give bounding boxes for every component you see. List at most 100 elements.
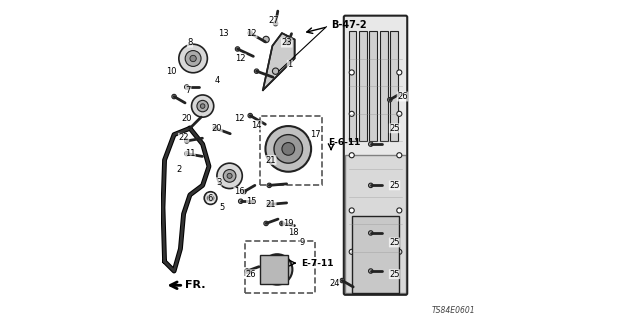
Circle shape: [239, 199, 243, 204]
Circle shape: [369, 231, 373, 235]
Text: 21: 21: [266, 200, 276, 209]
Text: E-7-11: E-7-11: [301, 259, 333, 268]
Text: FR.: FR.: [185, 280, 205, 290]
Text: 15: 15: [246, 197, 257, 206]
Circle shape: [397, 70, 402, 75]
Text: 26: 26: [245, 270, 255, 279]
Circle shape: [207, 195, 214, 201]
Circle shape: [262, 254, 292, 285]
Text: 25: 25: [389, 238, 400, 247]
Bar: [380, 31, 388, 141]
Circle shape: [248, 113, 252, 118]
Text: 12: 12: [246, 28, 257, 38]
Circle shape: [197, 100, 209, 112]
Circle shape: [223, 170, 236, 182]
Circle shape: [179, 44, 207, 73]
Text: 12: 12: [234, 114, 244, 123]
Text: 10: 10: [166, 67, 176, 76]
Circle shape: [397, 208, 402, 213]
Text: 25: 25: [389, 124, 400, 133]
Circle shape: [268, 260, 286, 278]
Text: 17: 17: [310, 130, 321, 139]
Text: 6: 6: [208, 194, 213, 203]
Circle shape: [266, 126, 311, 172]
Circle shape: [245, 269, 249, 273]
Circle shape: [273, 68, 279, 74]
Text: 3: 3: [216, 178, 221, 187]
Circle shape: [263, 36, 269, 43]
Bar: [349, 31, 356, 141]
Text: 20: 20: [182, 114, 192, 123]
Bar: [369, 31, 378, 141]
Bar: [260, 116, 321, 185]
Circle shape: [369, 183, 373, 188]
Circle shape: [184, 85, 189, 89]
Circle shape: [267, 202, 271, 207]
Circle shape: [397, 153, 402, 158]
Text: TS84E0601: TS84E0601: [432, 307, 476, 316]
Circle shape: [264, 221, 268, 226]
Text: 27: 27: [269, 16, 279, 25]
Text: 16: 16: [234, 187, 244, 196]
Circle shape: [388, 98, 392, 102]
Circle shape: [285, 36, 291, 43]
Bar: [246, 241, 316, 293]
Circle shape: [248, 31, 252, 35]
Text: 1: 1: [287, 60, 292, 69]
Circle shape: [185, 51, 201, 67]
Circle shape: [274, 135, 303, 163]
Circle shape: [200, 104, 205, 108]
Circle shape: [349, 111, 355, 116]
Circle shape: [242, 189, 246, 194]
Circle shape: [280, 221, 284, 226]
Circle shape: [172, 94, 176, 99]
Text: 2: 2: [176, 165, 182, 174]
Circle shape: [236, 47, 240, 51]
FancyBboxPatch shape: [344, 16, 407, 295]
Circle shape: [340, 278, 344, 283]
Bar: [260, 255, 288, 284]
Text: 21: 21: [266, 156, 276, 164]
Circle shape: [397, 249, 402, 254]
Circle shape: [184, 151, 189, 156]
Text: E-6-11: E-6-11: [328, 138, 360, 147]
Text: 22: 22: [179, 133, 189, 142]
Circle shape: [286, 40, 291, 45]
Text: 26: 26: [397, 92, 408, 101]
Text: 7: 7: [186, 86, 191, 95]
Circle shape: [349, 208, 355, 213]
Text: 5: 5: [219, 203, 224, 212]
Circle shape: [282, 142, 294, 155]
Text: B-47-2: B-47-2: [331, 20, 367, 30]
Text: 11: 11: [185, 149, 195, 158]
Text: 23: 23: [282, 38, 292, 47]
Circle shape: [204, 192, 217, 204]
Circle shape: [397, 111, 402, 116]
Circle shape: [184, 139, 189, 143]
Text: 25: 25: [389, 181, 400, 190]
Text: 8: 8: [188, 38, 193, 47]
Bar: [352, 216, 399, 293]
Circle shape: [273, 21, 278, 26]
Circle shape: [227, 173, 232, 178]
Circle shape: [191, 95, 214, 117]
Text: 13: 13: [218, 28, 228, 38]
Bar: [390, 31, 398, 141]
Text: 12: 12: [236, 54, 246, 63]
Circle shape: [188, 126, 192, 131]
Circle shape: [349, 70, 355, 75]
Circle shape: [349, 249, 355, 254]
Circle shape: [254, 69, 259, 73]
Bar: [346, 155, 406, 293]
Text: 14: 14: [252, 121, 262, 130]
Polygon shape: [263, 33, 294, 90]
Text: 20: 20: [212, 124, 222, 133]
Bar: [359, 31, 367, 141]
Circle shape: [217, 163, 243, 188]
Text: 25: 25: [389, 270, 400, 279]
Text: 24: 24: [329, 279, 340, 288]
Text: 4: 4: [214, 76, 220, 85]
Circle shape: [369, 269, 373, 273]
Circle shape: [369, 142, 373, 146]
Text: 18: 18: [288, 228, 298, 237]
